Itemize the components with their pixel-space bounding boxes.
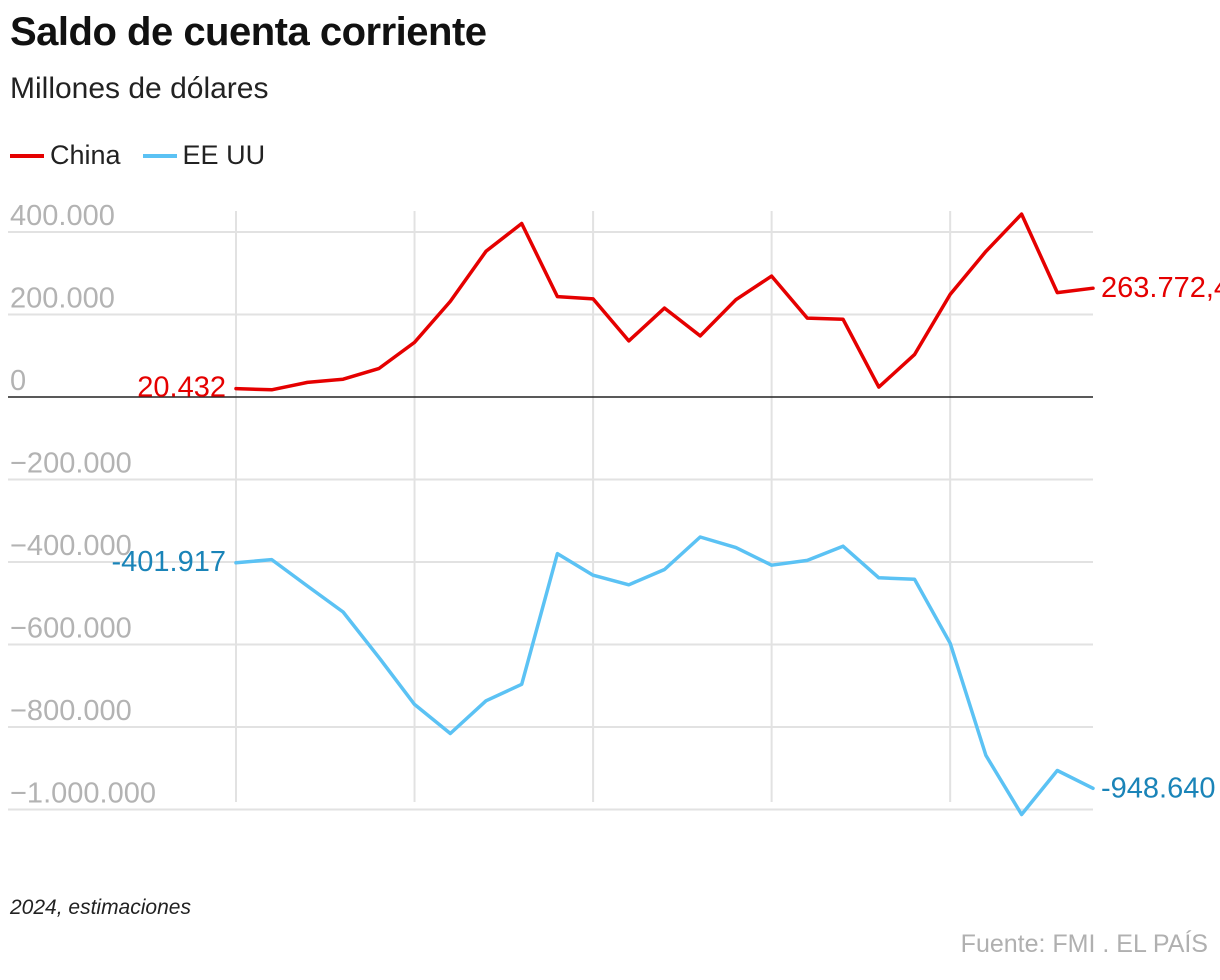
legend-item-china: China bbox=[10, 140, 121, 171]
legend: China EE UU bbox=[10, 140, 287, 171]
y-tick-label: −1.000.000 bbox=[10, 778, 156, 810]
legend-swatch-china bbox=[10, 153, 44, 158]
y-tick-label: −800.000 bbox=[10, 695, 132, 727]
y-tick-label: −200.000 bbox=[10, 448, 132, 480]
y-tick-label: 0 bbox=[10, 365, 26, 397]
x-tick-label: 2010 bbox=[562, 828, 624, 830]
series-lines bbox=[234, 212, 1095, 817]
series-line-china bbox=[234, 212, 1095, 392]
legend-item-usa: EE UU bbox=[142, 140, 266, 171]
y-tick-label: 400.000 bbox=[10, 200, 115, 232]
series-line-usa bbox=[234, 535, 1095, 817]
source-credit: Fuente: FMI . EL PAÍS bbox=[960, 930, 1208, 958]
series-end-label-china: 263.772,4 bbox=[1101, 272, 1220, 304]
line-chart: 400.000 200.000 0 −200.000 −400.000 −600.000 −… bbox=[8, 200, 1220, 830]
x-tick-label: 2020 bbox=[919, 828, 981, 830]
series-end-label-usa: -948.640 bbox=[1101, 772, 1216, 804]
x-tick-label: 2015 bbox=[740, 828, 802, 830]
series-start-label-china: 20.432 bbox=[137, 372, 226, 404]
y-tick-label: 200.000 bbox=[10, 283, 115, 315]
chart-title: Saldo de cuenta corriente bbox=[10, 10, 487, 54]
x-tick-label: 2005 bbox=[383, 828, 445, 830]
legend-swatch-usa bbox=[142, 153, 177, 158]
horizontal-gridlines bbox=[8, 231, 1093, 811]
y-tick-label: −600.000 bbox=[10, 613, 132, 645]
chart-subtitle: Millones de dólares bbox=[10, 72, 269, 105]
legend-label-china: China bbox=[50, 140, 121, 170]
series-end-labels: 20.432 263.772,4 -401.917 -948.640 bbox=[112, 272, 1220, 804]
y-tick-label: −400.000 bbox=[10, 530, 132, 562]
series-start-label-usa: -401.917 bbox=[112, 546, 227, 578]
x-axis-tick-labels: 2000 2005 2010 2015 2020 bbox=[205, 828, 981, 830]
footnote: 2024, estimaciones bbox=[10, 896, 191, 919]
legend-label-usa: EE UU bbox=[182, 140, 266, 170]
y-axis-tick-labels: 400.000 200.000 0 −200.000 −400.000 −600.000 −… bbox=[10, 200, 156, 810]
x-tick-label: 2000 bbox=[205, 828, 267, 830]
